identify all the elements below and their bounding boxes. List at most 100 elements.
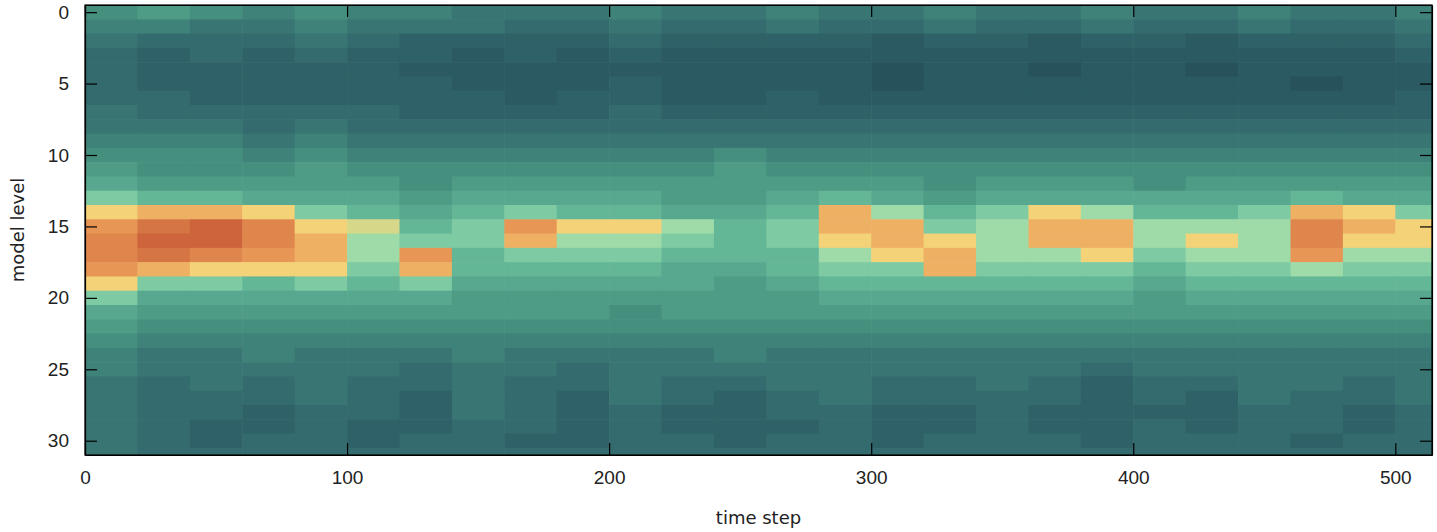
cell	[714, 276, 767, 291]
cell	[242, 62, 295, 77]
cell	[557, 134, 610, 149]
cell	[1186, 148, 1239, 163]
tick	[1420, 441, 1432, 442]
cell	[347, 19, 400, 34]
cell	[609, 34, 662, 49]
cell	[399, 148, 452, 163]
cell	[452, 105, 505, 120]
cell	[714, 191, 767, 206]
cell	[557, 148, 610, 163]
cell	[1186, 276, 1239, 291]
cell	[819, 19, 872, 34]
cell	[1186, 234, 1239, 249]
cell	[609, 419, 662, 434]
cell	[557, 319, 610, 334]
cell	[85, 91, 138, 106]
cell	[609, 148, 662, 163]
cell	[871, 134, 924, 149]
cell	[295, 91, 348, 106]
cell	[871, 176, 924, 191]
cell	[1395, 262, 1432, 277]
cell	[662, 448, 715, 455]
tick-label: 300	[856, 467, 888, 488]
cell	[295, 291, 348, 306]
cell	[137, 62, 190, 77]
cell	[399, 419, 452, 434]
cell	[662, 91, 715, 106]
cell	[976, 362, 1029, 377]
cell	[1238, 219, 1291, 234]
cell	[399, 48, 452, 63]
cell	[190, 348, 243, 363]
cell	[1238, 176, 1291, 191]
tick-mark	[85, 83, 97, 84]
cell	[1081, 148, 1134, 163]
cell	[295, 219, 348, 234]
cell	[452, 262, 505, 277]
cell	[714, 205, 767, 220]
cell	[1343, 219, 1396, 234]
cell	[452, 76, 505, 91]
cell	[452, 119, 505, 134]
tick-mark	[871, 5, 872, 17]
cell	[609, 405, 662, 420]
cell	[819, 405, 872, 420]
cell	[295, 119, 348, 134]
cell	[1186, 62, 1239, 77]
cell	[1290, 334, 1343, 349]
cell	[190, 219, 243, 234]
cell	[242, 134, 295, 149]
cell	[924, 5, 977, 20]
cell	[1133, 219, 1186, 234]
cell	[85, 419, 138, 434]
cell	[1186, 34, 1239, 49]
cell	[452, 176, 505, 191]
tick-label: 400	[1118, 467, 1150, 488]
cell	[1081, 276, 1134, 291]
cell	[1343, 391, 1396, 406]
cell	[295, 105, 348, 120]
cell	[819, 148, 872, 163]
cell	[871, 219, 924, 234]
cell	[714, 348, 767, 363]
tick	[1420, 298, 1432, 299]
tick-mark	[85, 155, 97, 156]
cell	[504, 119, 557, 134]
cell	[1290, 76, 1343, 91]
cell	[924, 205, 977, 220]
cell	[1133, 5, 1186, 20]
cell	[1133, 105, 1186, 120]
cell	[714, 405, 767, 420]
cell	[976, 205, 1029, 220]
cell	[609, 219, 662, 234]
cell	[819, 434, 872, 449]
cell	[85, 434, 138, 449]
cell	[504, 262, 557, 277]
tick	[1420, 155, 1432, 156]
cells	[85, 5, 1432, 455]
cell	[1081, 219, 1134, 234]
cell	[1238, 162, 1291, 177]
cell	[1343, 334, 1396, 349]
cell	[1290, 419, 1343, 434]
cell	[1028, 319, 1081, 334]
tick-mark	[871, 443, 872, 455]
cell	[137, 119, 190, 134]
cell	[1028, 76, 1081, 91]
cell	[242, 405, 295, 420]
cell	[295, 162, 348, 177]
cell	[924, 305, 977, 320]
cell	[1343, 419, 1396, 434]
cell	[1186, 105, 1239, 120]
cell	[871, 334, 924, 349]
plot-frame	[85, 5, 1432, 455]
cell	[766, 305, 819, 320]
cell	[1186, 205, 1239, 220]
cell	[557, 191, 610, 206]
cell	[504, 419, 557, 434]
cell	[662, 305, 715, 320]
cell	[714, 305, 767, 320]
cell	[1028, 5, 1081, 20]
cell	[1028, 191, 1081, 206]
cell	[714, 419, 767, 434]
